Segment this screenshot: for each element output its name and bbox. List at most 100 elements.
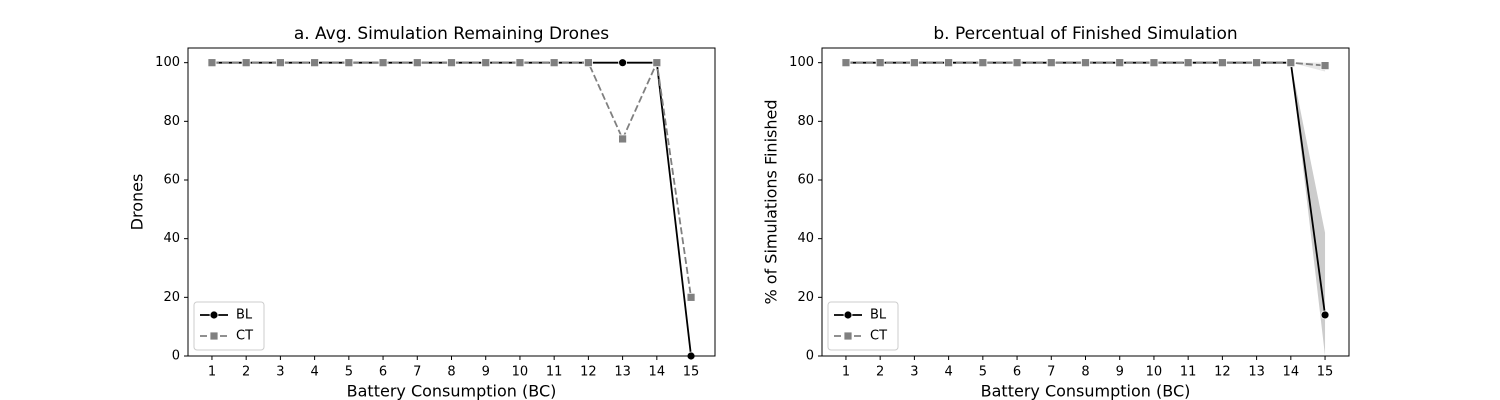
marker bbox=[875, 58, 885, 68]
x-tick-label: 7 bbox=[413, 365, 421, 380]
marker bbox=[209, 310, 219, 320]
x-tick-label: 9 bbox=[1116, 365, 1124, 380]
marker bbox=[1081, 58, 1090, 68]
y-tick-label: 20 bbox=[163, 290, 180, 305]
x-tick-label: 4 bbox=[310, 365, 318, 380]
x-tick-label: 11 bbox=[546, 365, 563, 380]
marker bbox=[209, 331, 219, 341]
x-tick-label: 11 bbox=[1180, 365, 1197, 380]
x-tick-label: 6 bbox=[379, 365, 387, 380]
y-tick-label: 40 bbox=[163, 231, 180, 246]
marker bbox=[275, 58, 285, 68]
marker bbox=[843, 331, 853, 341]
series-line bbox=[211, 59, 692, 298]
legend-box bbox=[193, 301, 265, 351]
x-tick-label: 13 bbox=[614, 365, 631, 380]
marker bbox=[841, 58, 851, 68]
marker bbox=[378, 58, 388, 68]
x-tick-label: 5 bbox=[345, 365, 353, 380]
x-tick-label: 1 bbox=[842, 365, 850, 380]
legend: BL CT bbox=[193, 301, 265, 351]
marker bbox=[618, 58, 628, 68]
marker bbox=[652, 58, 662, 68]
y-tick-label: 60 bbox=[163, 173, 180, 188]
y-tick-label: 60 bbox=[797, 173, 814, 188]
y-axis-label: Drones bbox=[128, 174, 147, 231]
x-tick-label: 14 bbox=[649, 365, 666, 380]
marker bbox=[447, 58, 456, 68]
axes: a. Avg. Simulation Remaining Drones Batte… bbox=[128, 24, 716, 400]
x-tick-label: 2 bbox=[242, 365, 250, 380]
x-axis-label: Battery Consumption (BC) bbox=[347, 382, 557, 400]
marker bbox=[549, 58, 559, 68]
x-tick-label: 12 bbox=[1214, 365, 1231, 380]
marker bbox=[1183, 58, 1193, 68]
y-tick-label: 40 bbox=[797, 231, 814, 246]
x-tick-label: 9 bbox=[482, 365, 490, 380]
chart-title: a. Avg. Simulation Remaining Drones bbox=[294, 24, 609, 44]
x-axis-label: Battery Consumption (BC) bbox=[981, 382, 1191, 400]
marker bbox=[1286, 58, 1296, 68]
series-line bbox=[845, 61, 1326, 316]
y-tick-label: 0 bbox=[172, 349, 180, 364]
series-line bbox=[211, 61, 692, 357]
x-tick-label: 8 bbox=[447, 365, 455, 380]
axes: b. Percentual of Finished Simulation Batt… bbox=[762, 24, 1350, 400]
axes-frame bbox=[187, 47, 716, 357]
confidence-band bbox=[845, 62, 1326, 357]
x-tick-label: 15 bbox=[1317, 365, 1334, 380]
x-tick-label: 10 bbox=[1146, 365, 1163, 380]
marker bbox=[978, 58, 988, 68]
chart-title: b. Percentual of Finished Simulation bbox=[933, 24, 1237, 44]
x-tick-label: 1 bbox=[208, 365, 216, 380]
marker bbox=[618, 134, 628, 144]
marker bbox=[1320, 61, 1330, 70]
x-tick-label: 15 bbox=[683, 365, 700, 380]
marker bbox=[310, 58, 320, 68]
marker bbox=[241, 58, 251, 68]
legend-label: CT bbox=[236, 329, 253, 344]
x-tick-label: 4 bbox=[944, 365, 952, 380]
x-tick-label: 7 bbox=[1047, 365, 1055, 380]
x-tick-label: 3 bbox=[910, 365, 918, 380]
marker bbox=[412, 58, 422, 68]
marker bbox=[583, 58, 593, 68]
y-tick-label: 20 bbox=[797, 290, 814, 305]
y-tick-label: 80 bbox=[797, 114, 814, 129]
x-tick-label: 14 bbox=[1283, 365, 1300, 380]
legend-label: CT bbox=[870, 329, 887, 344]
y-tick-label: 100 bbox=[789, 55, 814, 70]
marker bbox=[1149, 58, 1159, 68]
marker bbox=[1217, 58, 1227, 68]
marker bbox=[1320, 310, 1330, 320]
legend: BL CT bbox=[827, 301, 899, 351]
x-tick-label: 3 bbox=[276, 365, 284, 380]
marker bbox=[1252, 58, 1262, 68]
marker bbox=[686, 292, 696, 302]
legend-label: BL bbox=[236, 308, 253, 323]
y-axis-label: % of Simulations Finished bbox=[762, 100, 781, 305]
legend-box bbox=[827, 301, 899, 351]
x-tick-label: 6 bbox=[1013, 365, 1021, 380]
x-tick-label: 13 bbox=[1248, 365, 1265, 380]
y-tick-label: 100 bbox=[155, 55, 180, 70]
y-tick-label: 80 bbox=[163, 114, 180, 129]
x-tick-label: 8 bbox=[1081, 365, 1089, 380]
marker bbox=[207, 58, 217, 68]
y-tick-label: 0 bbox=[806, 349, 814, 364]
marker bbox=[843, 310, 853, 320]
marker bbox=[481, 58, 491, 68]
x-tick-label: 5 bbox=[979, 365, 987, 380]
marker bbox=[515, 58, 525, 68]
marker bbox=[944, 58, 954, 68]
axes-frame bbox=[821, 47, 1350, 357]
x-tick-label: 2 bbox=[876, 365, 884, 380]
marker bbox=[344, 58, 354, 68]
marker bbox=[909, 58, 919, 68]
legend-label: BL bbox=[870, 308, 887, 323]
x-tick-label: 12 bbox=[580, 365, 597, 380]
marker bbox=[1012, 58, 1022, 68]
x-tick-label: 10 bbox=[512, 365, 529, 380]
marker bbox=[1115, 58, 1125, 68]
